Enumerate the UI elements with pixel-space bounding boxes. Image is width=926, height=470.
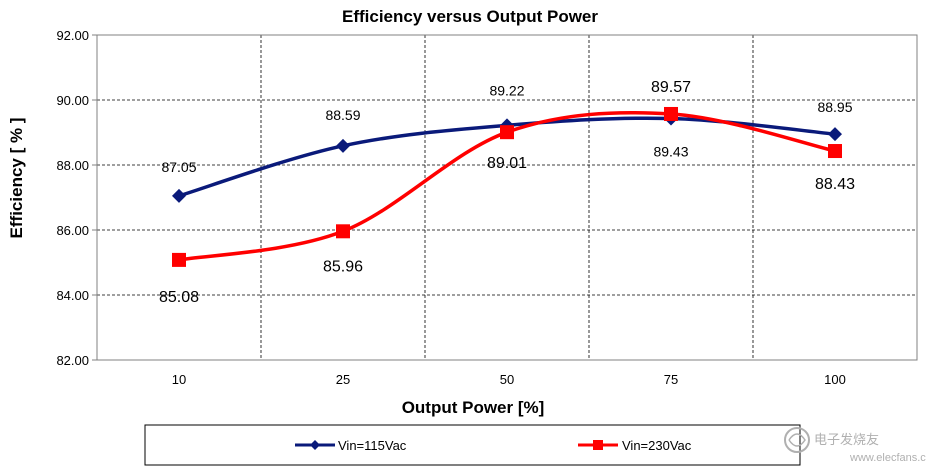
data-point-square (336, 224, 350, 239)
watermark: 电子发烧友 www.elecfans.com (784, 427, 926, 464)
legend-box (144, 424, 801, 466)
data-point-square (172, 252, 186, 267)
data-point-square (664, 106, 678, 121)
legend: Vin=115Vac Vin=230Vac (144, 424, 801, 466)
y-axis-ticks: 82.00 84.00 86.00 88.00 90.00 92.00 (56, 28, 97, 368)
legend-square-marker (593, 440, 603, 450)
x-axis-ticks: 10 25 50 75 100 (172, 372, 846, 387)
y-tick-label: 88.00 (56, 158, 89, 173)
series-layer (172, 106, 842, 267)
y-tick-label: 92.00 (56, 28, 89, 43)
x-tick-label: 25 (336, 372, 350, 387)
data-label-115vac: 89.22 (489, 82, 524, 98)
x-axis-label: Output Power [%] (402, 398, 545, 417)
data-point-diamond (336, 138, 350, 153)
data-label-230vac: 85.96 (323, 258, 363, 275)
data-point-diamond (828, 127, 842, 142)
plot-area-border (96, 34, 918, 361)
y-tick-label: 84.00 (56, 288, 89, 303)
data-point-diamond (172, 188, 186, 203)
legend-label-230vac: Vin=230Vac (622, 438, 692, 453)
watermark-logo-icon (784, 427, 810, 453)
y-tick-label: 86.00 (56, 223, 89, 238)
data-point-square (828, 144, 842, 159)
x-tick-label: 50 (500, 372, 514, 387)
data-label-115vac: 89.43 (653, 144, 688, 160)
data-label-230vac: 89.01 (487, 155, 527, 172)
data-point-square (500, 125, 514, 140)
data-label-115vac: 87.05 (161, 159, 196, 175)
grid-lines (97, 35, 917, 360)
y-axis-label: Efficiency [ % ] (7, 118, 26, 239)
y-tick-label: 90.00 (56, 93, 89, 108)
chart-title: Efficiency versus Output Power (342, 7, 598, 26)
data-label-115vac: 88.59 (325, 107, 360, 123)
watermark-text-cn: 电子发烧友 (814, 432, 879, 447)
data-label-230vac: 89.57 (651, 79, 691, 96)
watermark-text-url: www.elecfans.com (849, 452, 926, 464)
y-tick-label: 82.00 (56, 353, 89, 368)
legend-diamond-marker (310, 440, 320, 450)
x-tick-label: 10 (172, 372, 186, 387)
legend-label-115vac: Vin=115Vac (338, 438, 407, 453)
x-tick-label: 100 (824, 372, 846, 387)
legend-item-230vac: Vin=230Vac (578, 438, 692, 453)
x-tick-label: 75 (664, 372, 678, 387)
legend-item-115vac: Vin=115Vac (295, 438, 407, 453)
data-labels-layer: 87.05 88.59 89.22 89.43 88.95 85.08 85.96 89.01… (159, 79, 855, 306)
data-label-230vac: 88.43 (815, 176, 855, 193)
data-label-115vac: 88.95 (817, 99, 852, 115)
data-label-230vac: 85.08 (159, 289, 199, 306)
